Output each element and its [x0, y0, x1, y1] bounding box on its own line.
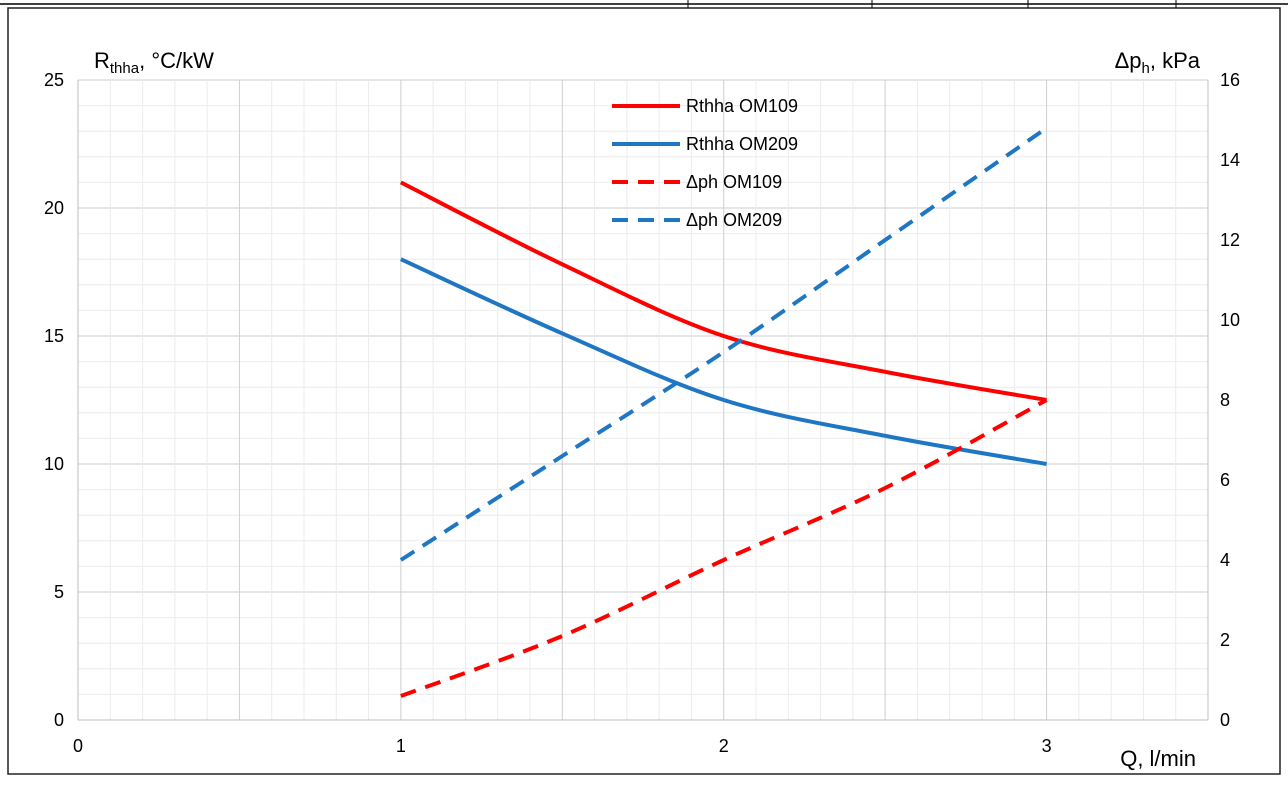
y-right-tick-label: 2: [1220, 630, 1230, 650]
legend-label-3: Δph OM209: [686, 210, 782, 230]
series-line-0: [399, 180, 1047, 402]
series-line-2: [400, 398, 1048, 698]
x-tick-label: 1: [396, 736, 406, 756]
legend-label-1: Rthha OM209: [686, 134, 798, 154]
series-line-1: [400, 257, 1047, 466]
legend-label-0: Rthha OM109: [686, 96, 798, 116]
series-line-3: [399, 126, 1048, 562]
y-right-tick-label: 8: [1220, 390, 1230, 410]
y-right-tick-label: 12: [1220, 230, 1240, 250]
y-right-tick-label: 4: [1220, 550, 1230, 570]
x-tick-label: 2: [719, 736, 729, 756]
y-right-tick-label: 6: [1220, 470, 1230, 490]
y-axis-left-title: Rthha, °C/kW: [94, 48, 214, 77]
y-right-tick-label: 16: [1220, 70, 1240, 90]
y-right-tick-label: 14: [1220, 150, 1240, 170]
x-tick-label: 3: [1042, 736, 1052, 756]
legend-label-2: Δph OM109: [686, 172, 782, 192]
x-axis-title: Q, l/min: [1120, 746, 1196, 771]
y-right-tick-label: 10: [1220, 310, 1240, 330]
y-left-tick-label: 5: [54, 582, 64, 602]
y-left-tick-label: 10: [44, 454, 64, 474]
y-left-tick-label: 15: [44, 326, 64, 346]
y-left-tick-label: 20: [44, 198, 64, 218]
outer-frame: [7, 7, 1281, 775]
y-axis-right-title: Δph, kPa: [1115, 48, 1201, 77]
y-left-tick-label: 25: [44, 70, 64, 90]
x-tick-label: 0: [73, 736, 83, 756]
y-left-tick-label: 0: [54, 710, 64, 730]
y-right-tick-label: 0: [1220, 710, 1230, 730]
